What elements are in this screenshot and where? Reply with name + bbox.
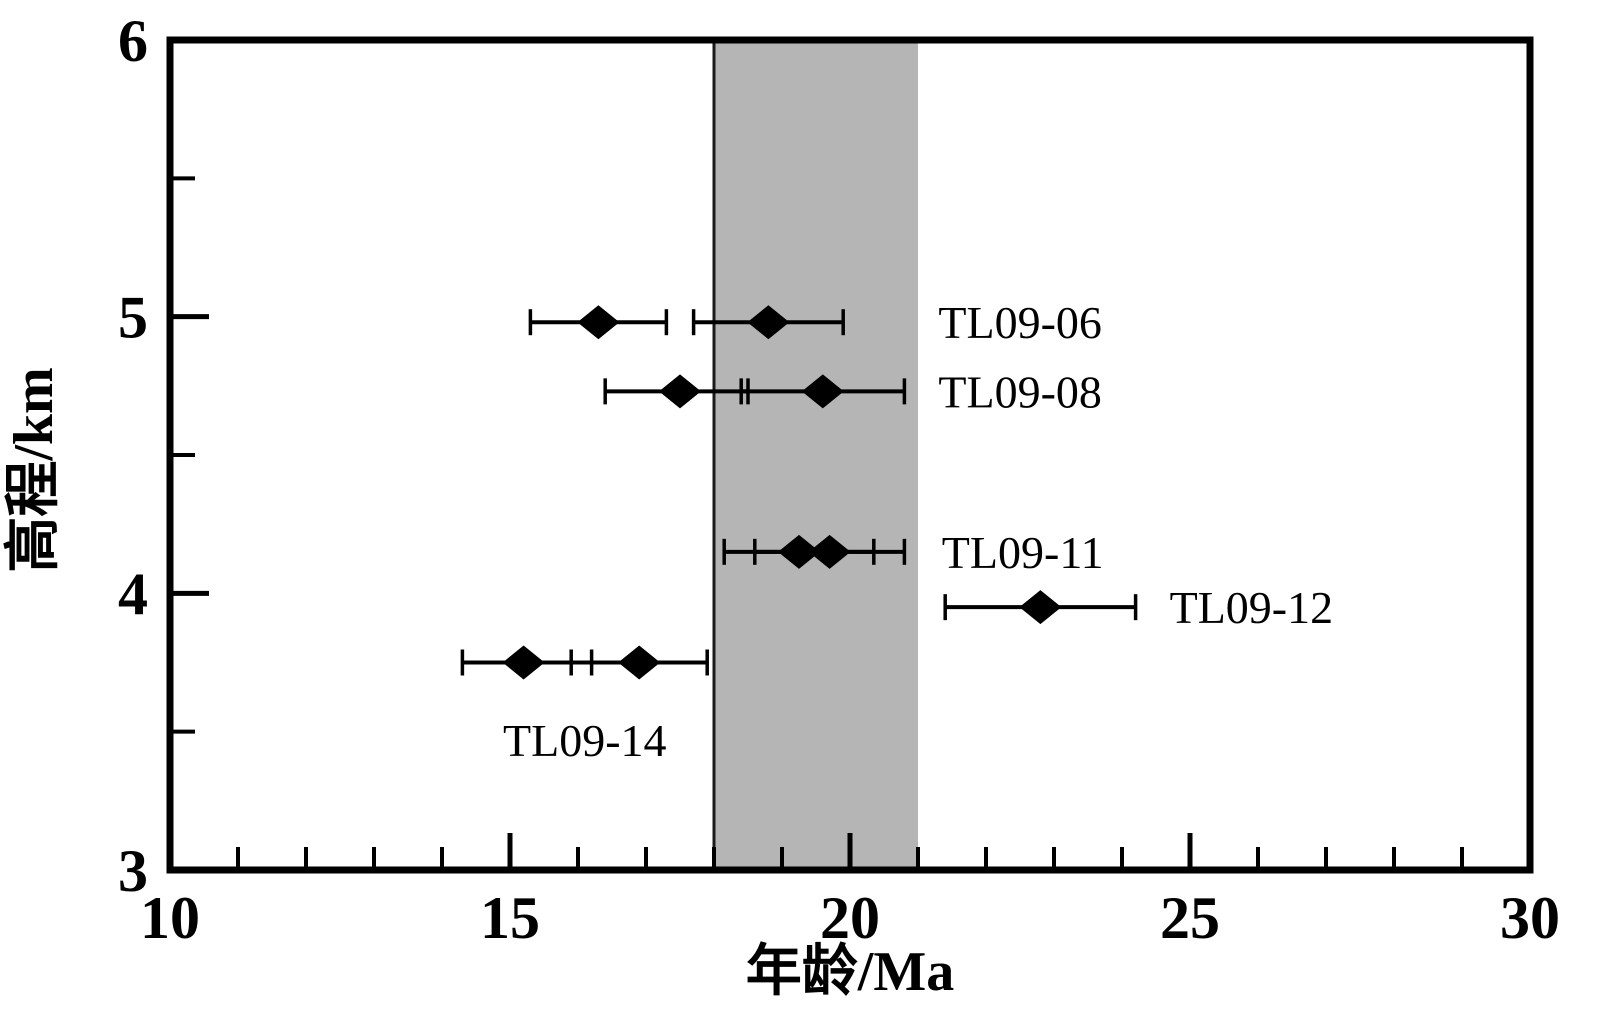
data-point-diamond <box>808 534 851 569</box>
data-point-diamond <box>747 305 790 340</box>
sample-label: TL09-06 <box>938 297 1102 348</box>
data-point-diamond <box>577 305 620 340</box>
y-axis-tick-label: 6 <box>118 8 148 74</box>
data-point-diamond <box>618 645 661 680</box>
x-axis-title: 年龄/Ma <box>746 941 954 1003</box>
sample-label: TL09-11 <box>942 527 1104 578</box>
x-axis-tick-label: 20 <box>820 885 880 951</box>
sample-label: TL09-08 <box>938 366 1102 417</box>
x-axis-tick-label: 30 <box>1500 885 1560 951</box>
data-point-diamond <box>502 645 545 680</box>
x-axis-tick-label: 25 <box>1160 885 1220 951</box>
x-axis-tick-label: 15 <box>480 885 540 951</box>
sample-label: TL09-12 <box>1170 582 1334 633</box>
plot-border <box>166 36 1534 874</box>
data-point-diamond <box>1019 590 1062 625</box>
x-axis-tick-label: 10 <box>140 885 200 951</box>
y-axis-tick-label: 3 <box>118 838 148 904</box>
y-axis-tick-label: 4 <box>118 561 148 627</box>
y-axis-tick-label: 5 <box>118 285 148 351</box>
chart-plot-area: 10 15 20 25 30 3 4 5 6 TL09-06 TL09-08 TL09-11 TL09-… <box>118 8 1560 951</box>
shaded-band <box>714 40 918 870</box>
y-axis-title: 高程/km <box>3 367 65 572</box>
sample-label: TL09-14 <box>503 715 667 766</box>
data-point-diamond <box>659 374 701 409</box>
data-point-diamond <box>778 534 820 569</box>
data-point-diamond <box>801 374 844 409</box>
